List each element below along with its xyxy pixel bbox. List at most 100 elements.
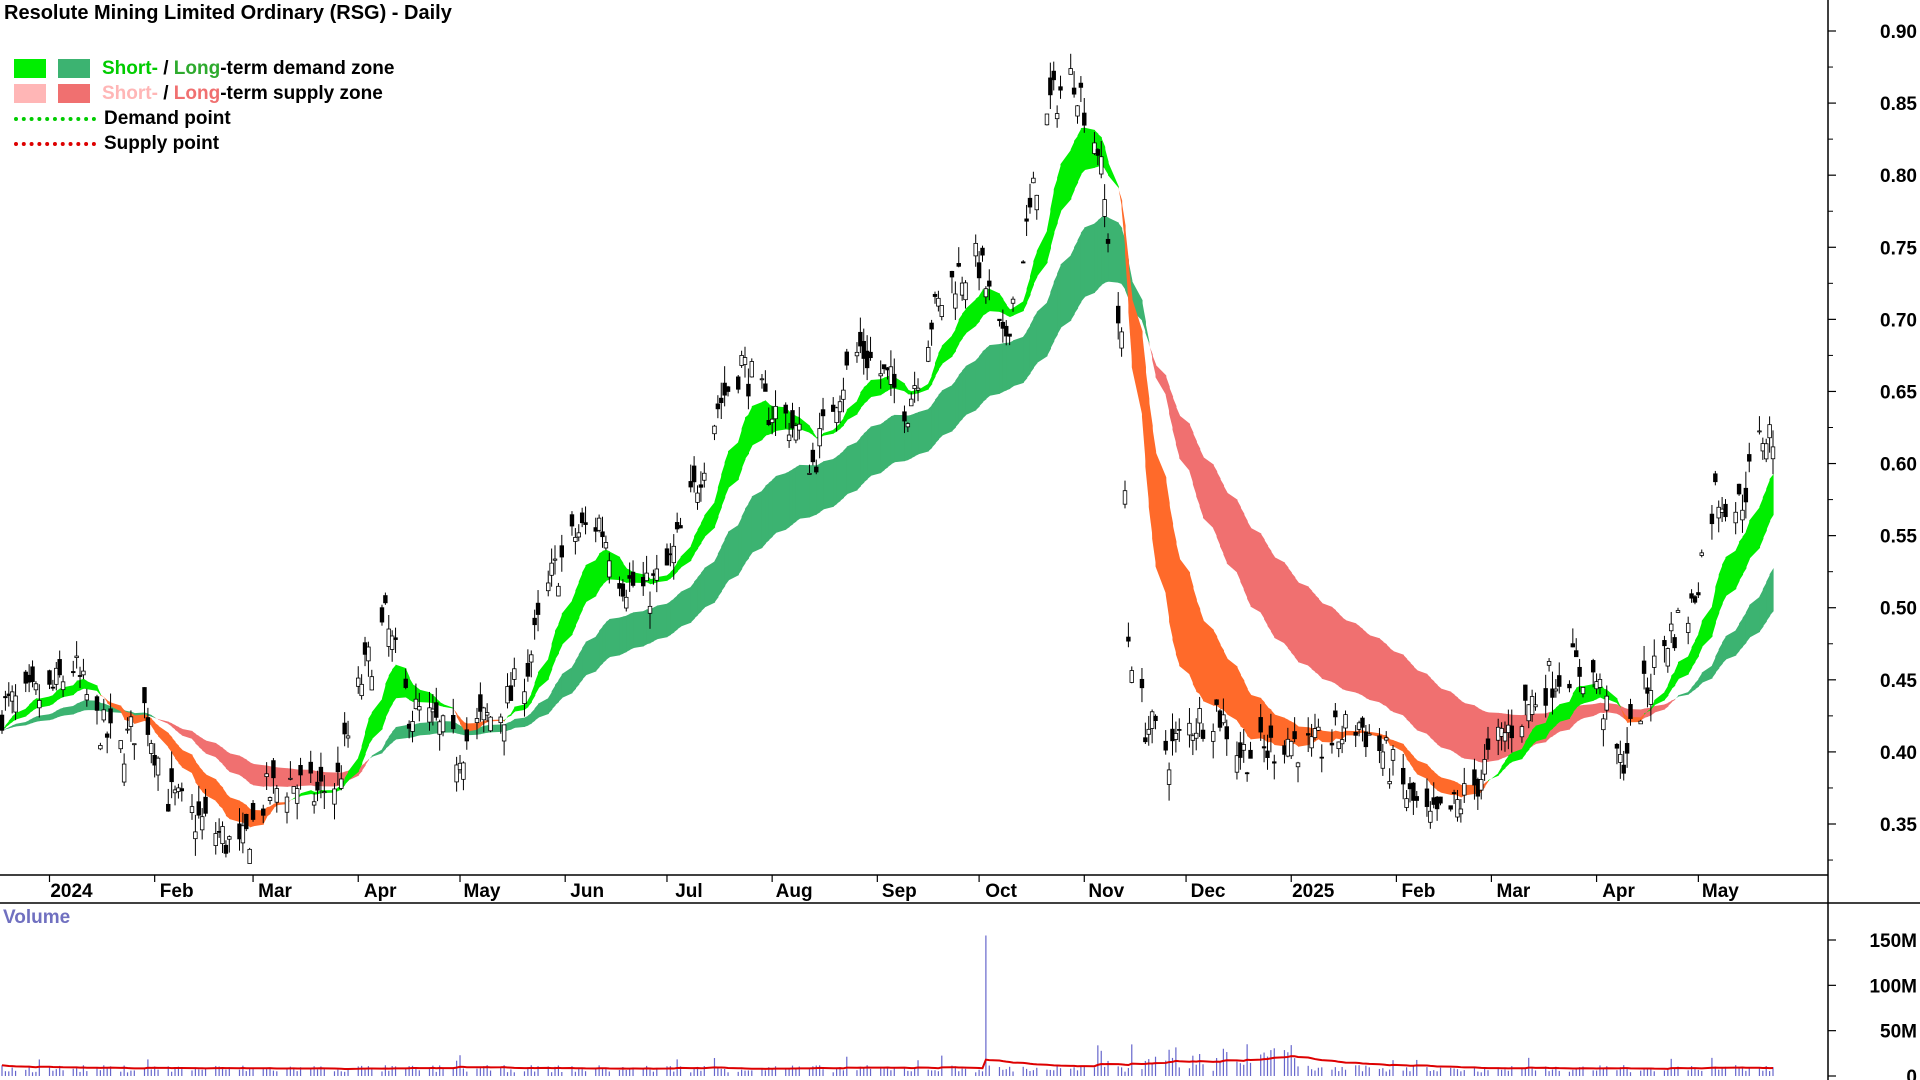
short-term-zone-segment	[460, 717, 465, 730]
long-term-zone-segment	[585, 636, 597, 676]
candle	[98, 742, 103, 751]
candle	[817, 412, 822, 459]
long-term-zone-segment	[1759, 589, 1764, 632]
candle	[654, 554, 659, 593]
short-term-zone-segment	[1393, 740, 1404, 753]
long-term-zone-segment	[361, 762, 366, 772]
short-term-zone-segment	[1769, 474, 1774, 522]
candle	[1224, 719, 1229, 756]
long-term-zone-segment	[880, 421, 885, 473]
candle	[793, 422, 799, 444]
candle	[936, 290, 941, 312]
short-term-zone-segment	[1264, 702, 1269, 743]
long-term-zone-segment	[792, 466, 797, 525]
candle	[128, 710, 134, 742]
long-term-zone-segment	[1308, 586, 1313, 670]
x-tick-label: 2025	[1292, 881, 1335, 902]
short-term-zone-segment	[1725, 550, 1737, 597]
long-term-zone-segment	[934, 394, 939, 444]
long-term-zone-segment	[1006, 342, 1011, 391]
candle	[1214, 699, 1219, 712]
short-term-zone-segment	[154, 722, 159, 737]
short-term-zone-segment	[1664, 685, 1669, 701]
candle	[1665, 647, 1671, 673]
short-term-zone-segment	[1464, 784, 1476, 796]
short-term-zone-segment	[1403, 743, 1408, 760]
short-term-zone-segment	[673, 562, 678, 576]
candle	[556, 582, 561, 597]
x-tick-label: Aug	[776, 881, 813, 902]
candle	[1384, 731, 1389, 744]
long-term-zone-segment	[456, 723, 461, 735]
long-term-zone-segment	[1291, 572, 1296, 657]
candle	[145, 707, 151, 747]
short-term-zone-segment	[1667, 675, 1672, 696]
long-term-zone-segment	[1264, 539, 1269, 627]
volume-tick-label: 50M	[1880, 1022, 1917, 1043]
long-term-zone-segment	[840, 450, 844, 502]
candle	[573, 528, 578, 555]
short-term-zone-segment	[29, 700, 34, 714]
candle	[1099, 141, 1104, 179]
long-term-zone-segment	[860, 433, 865, 487]
chart-title: Resolute Mining Limited Ordinary (RSG) -…	[4, 2, 452, 24]
short-term-zone-segment	[191, 754, 196, 783]
short-term-zone-segment	[694, 529, 699, 554]
candle	[403, 668, 408, 690]
candle	[834, 406, 839, 432]
short-term-zone-segment	[1070, 140, 1075, 200]
short-term-zone-segment	[951, 328, 956, 357]
short-term-zone-segment	[704, 501, 716, 538]
short-term-zone-segment	[514, 704, 526, 712]
candle	[929, 319, 934, 346]
candle	[1353, 725, 1358, 748]
candle	[356, 666, 361, 694]
candle	[1519, 724, 1525, 743]
long-term-zone-segment	[914, 412, 919, 457]
long-term-zone-segment	[490, 724, 502, 733]
candle	[1360, 716, 1365, 742]
candle	[736, 374, 741, 394]
candle	[603, 535, 609, 551]
candle	[1601, 714, 1606, 747]
candle	[267, 796, 273, 805]
candle	[1428, 801, 1433, 829]
candle	[912, 371, 917, 403]
candle	[196, 785, 201, 819]
candle	[1641, 645, 1647, 690]
volume-label: Volume	[3, 907, 71, 928]
candle	[1333, 703, 1338, 726]
candle	[294, 784, 300, 820]
long-term-zone-segment	[381, 741, 386, 754]
short-term-zone-segment	[812, 431, 817, 439]
candle	[104, 731, 110, 754]
x-tick-label: Jun	[570, 881, 604, 902]
candle	[769, 405, 775, 435]
short-term-zone-segment	[1722, 557, 1727, 604]
long-term-zone-segment	[1287, 567, 1292, 653]
long-term-zone-segment	[1223, 485, 1228, 564]
candle	[987, 269, 992, 301]
short-term-zone-segment	[928, 375, 933, 390]
candle	[1034, 194, 1039, 220]
short-term-zone-segment	[714, 487, 719, 528]
long-term-zone-segment	[1739, 617, 1744, 651]
candle	[1044, 113, 1050, 126]
long-term-zone-segment	[158, 719, 169, 724]
long-term-zone-segment	[1077, 232, 1082, 309]
candle	[983, 286, 989, 304]
candle	[576, 524, 581, 542]
candle	[1624, 727, 1630, 768]
short-term-zone-segment	[741, 417, 746, 469]
candle	[1675, 607, 1681, 613]
legend-supply-point: Supply point	[14, 131, 394, 156]
candle	[261, 804, 266, 824]
short-term-zone-segment	[836, 422, 841, 432]
candle	[1580, 687, 1586, 698]
short-term-zone-segment	[599, 550, 604, 590]
candle	[1248, 741, 1253, 759]
short-term-zone-segment	[419, 689, 431, 703]
long-term-zone-segment	[1671, 699, 1676, 703]
candle	[939, 305, 944, 321]
candle	[844, 348, 849, 370]
